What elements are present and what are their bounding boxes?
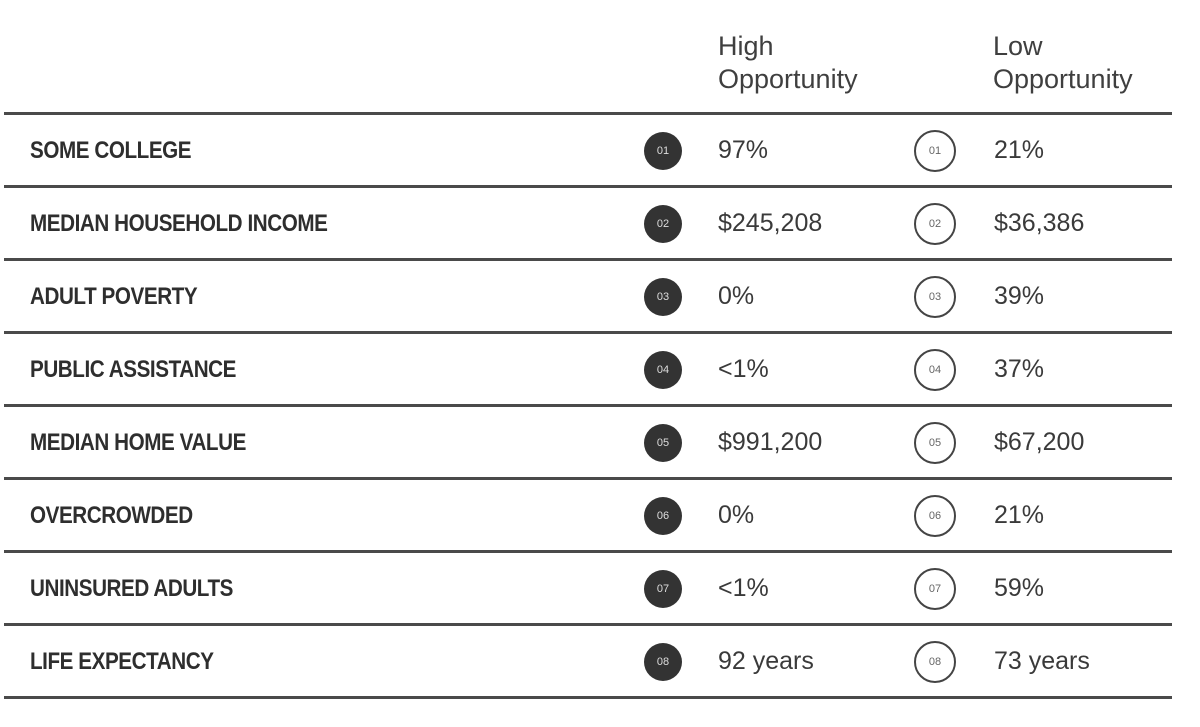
high-number-badge: 02 xyxy=(644,205,682,243)
low-opportunity-value: $67,200 xyxy=(994,428,1085,456)
high-opportunity-value: 92 years xyxy=(718,647,814,675)
high-opportunity-value: <1% xyxy=(718,355,769,383)
table-row: UNINSURED ADULTS 07 <1% 07 59% xyxy=(4,550,1172,623)
table-row: SOME COLLEGE 01 97% 01 21% xyxy=(4,112,1172,185)
high-number-badge: 04 xyxy=(644,351,682,389)
low-opportunity-value: 39% xyxy=(994,282,1045,310)
table-row: MEDIAN HOUSEHOLD INCOME 02 $245,208 02 $… xyxy=(4,185,1172,258)
low-number-badge: 04 xyxy=(914,349,956,391)
high-opportunity-value: <1% xyxy=(718,574,769,602)
row-label: SOME COLLEGE xyxy=(30,137,192,164)
opportunity-comparison-table: SOME COLLEGE 01 97% 01 21% MEDIAN HOUSEH… xyxy=(4,112,1172,699)
column-header-line: Opportunity xyxy=(993,64,1133,94)
row-label: PUBLIC ASSISTANCE xyxy=(30,356,236,383)
high-opportunity-value: $991,200 xyxy=(718,428,823,456)
low-number-badge: 01 xyxy=(914,130,956,172)
column-header-low-opportunity: Low Opportunity xyxy=(993,30,1133,96)
row-label: LIFE EXPECTANCY xyxy=(30,648,214,675)
low-opportunity-value: 73 years xyxy=(994,647,1090,675)
low-opportunity-value: 21% xyxy=(994,501,1045,529)
column-header-line: High xyxy=(718,31,774,61)
column-header-high-opportunity: High Opportunity xyxy=(718,30,858,96)
row-label: MEDIAN HOME VALUE xyxy=(30,429,246,456)
row-label: MEDIAN HOUSEHOLD INCOME xyxy=(30,210,328,237)
column-header-line: Low xyxy=(993,31,1043,61)
low-number-badge: 03 xyxy=(914,276,956,318)
low-number-badge: 08 xyxy=(914,641,956,683)
high-opportunity-value: 97% xyxy=(718,136,769,164)
high-opportunity-value: 0% xyxy=(718,282,755,310)
high-opportunity-value: $245,208 xyxy=(718,209,823,237)
high-number-badge: 01 xyxy=(644,132,682,170)
high-opportunity-value: 0% xyxy=(718,501,755,529)
low-opportunity-value: $36,386 xyxy=(994,209,1085,237)
table-row: PUBLIC ASSISTANCE 04 <1% 04 37% xyxy=(4,331,1172,404)
table-row: LIFE EXPECTANCY 08 92 years 08 73 years xyxy=(4,623,1172,699)
low-number-badge: 07 xyxy=(914,568,956,610)
row-label: OVERCROWDED xyxy=(30,502,193,529)
table-row: MEDIAN HOME VALUE 05 $991,200 05 $67,200 xyxy=(4,404,1172,477)
high-number-badge: 06 xyxy=(644,497,682,535)
high-number-badge: 05 xyxy=(644,424,682,462)
table-row: ADULT POVERTY 03 0% 03 39% xyxy=(4,258,1172,331)
row-label: ADULT POVERTY xyxy=(30,283,198,310)
table-row: OVERCROWDED 06 0% 06 21% xyxy=(4,477,1172,550)
high-number-badge: 03 xyxy=(644,278,682,316)
low-number-badge: 02 xyxy=(914,203,956,245)
column-header-line: Opportunity xyxy=(718,64,858,94)
low-opportunity-value: 37% xyxy=(994,355,1045,383)
low-number-badge: 06 xyxy=(914,495,956,537)
low-opportunity-value: 21% xyxy=(994,136,1045,164)
high-number-badge: 07 xyxy=(644,570,682,608)
high-number-badge: 08 xyxy=(644,643,682,681)
table-header: High Opportunity Low Opportunity xyxy=(0,0,1200,112)
low-number-badge: 05 xyxy=(914,422,956,464)
low-opportunity-value: 59% xyxy=(994,574,1045,602)
row-label: UNINSURED ADULTS xyxy=(30,575,233,602)
